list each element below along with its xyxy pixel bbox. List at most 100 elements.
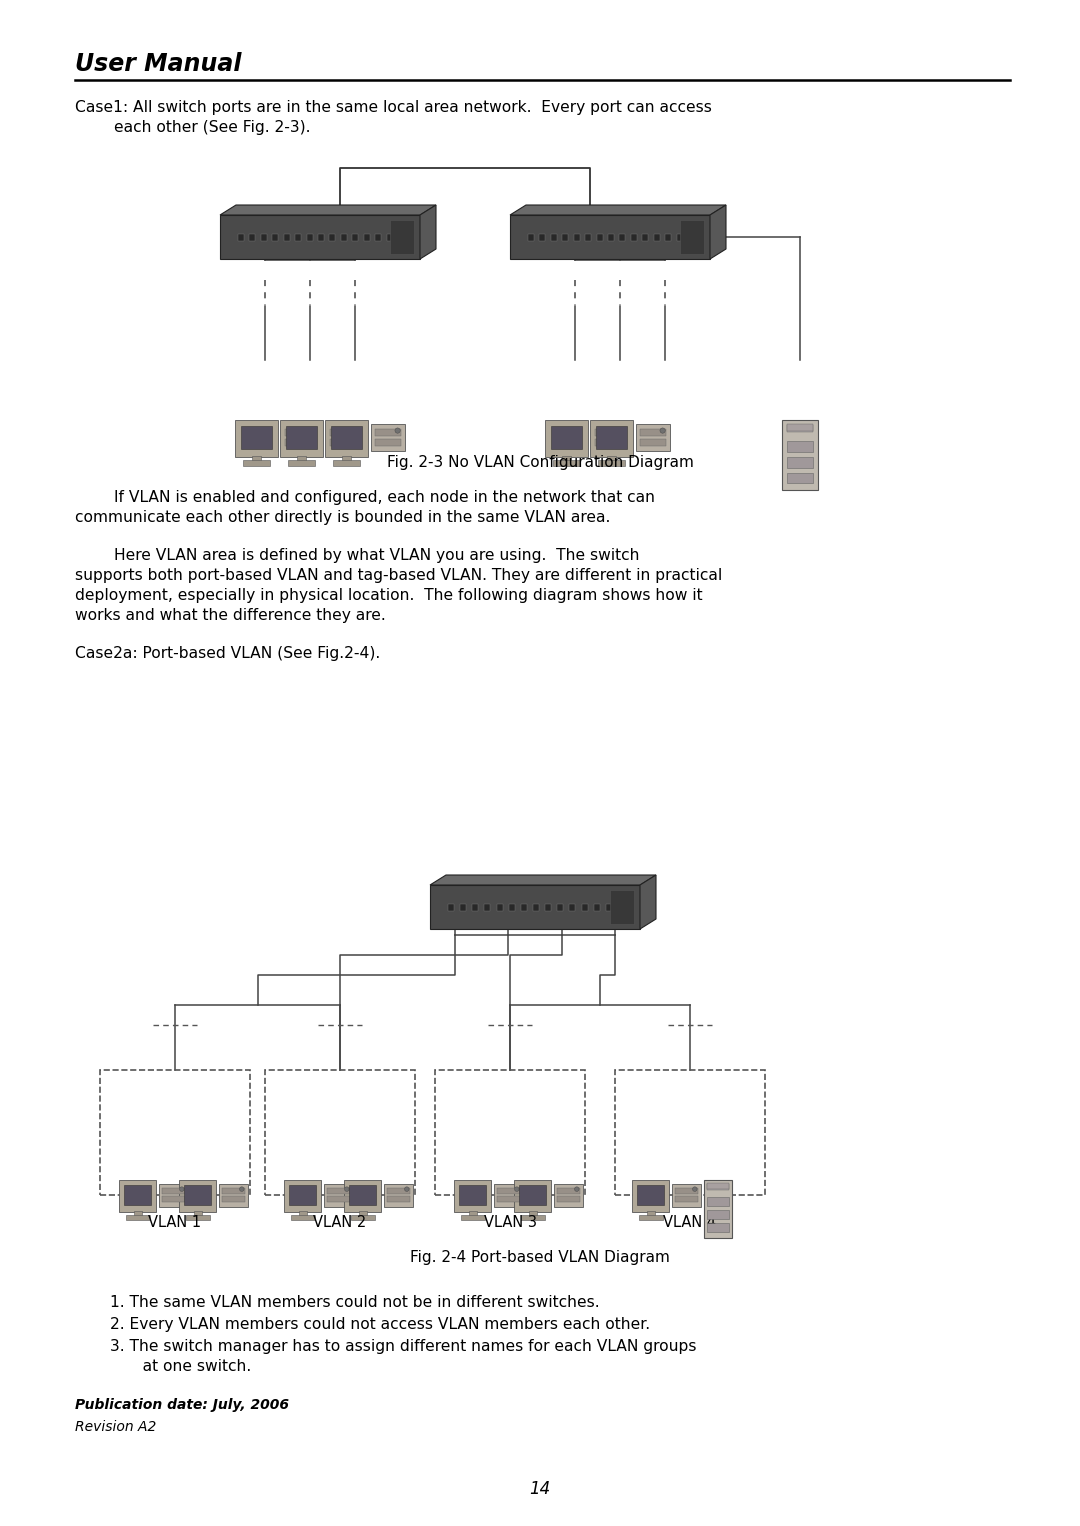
Polygon shape: [510, 215, 710, 259]
Bar: [261, 233, 267, 241]
Bar: [252, 456, 261, 461]
Bar: [448, 903, 454, 911]
Bar: [633, 1180, 669, 1212]
Bar: [387, 1196, 409, 1202]
Circle shape: [692, 1187, 697, 1192]
Bar: [497, 1187, 519, 1193]
Bar: [637, 1186, 664, 1206]
Bar: [327, 1196, 350, 1202]
Bar: [219, 1184, 248, 1207]
Bar: [359, 1212, 367, 1216]
Polygon shape: [510, 204, 726, 215]
Bar: [162, 1196, 185, 1202]
Bar: [497, 1196, 519, 1202]
Bar: [364, 233, 369, 241]
Bar: [707, 1210, 729, 1219]
Bar: [653, 233, 660, 241]
Bar: [569, 903, 576, 911]
Bar: [787, 456, 813, 467]
Bar: [639, 429, 666, 436]
Text: each other (See Fig. 2-3).: each other (See Fig. 2-3).: [75, 121, 311, 134]
Polygon shape: [220, 215, 420, 259]
Text: 2. Every VLAN members could not access VLAN members each other.: 2. Every VLAN members could not access V…: [110, 1317, 650, 1332]
Polygon shape: [430, 874, 656, 885]
Bar: [787, 426, 813, 432]
Bar: [124, 1186, 151, 1206]
Circle shape: [514, 1187, 519, 1192]
Bar: [455, 1180, 491, 1212]
Bar: [509, 903, 515, 911]
Bar: [594, 903, 599, 911]
Text: works and what the difference they are.: works and what the difference they are.: [75, 607, 386, 623]
Bar: [562, 456, 571, 461]
Bar: [326, 424, 360, 450]
Bar: [647, 1212, 654, 1216]
Bar: [521, 903, 527, 911]
Bar: [581, 903, 588, 911]
Bar: [372, 424, 405, 450]
Bar: [545, 903, 551, 911]
Text: User Manual: User Manual: [75, 52, 242, 76]
Bar: [461, 1215, 485, 1219]
Bar: [329, 439, 356, 446]
Bar: [297, 456, 307, 461]
Bar: [375, 233, 381, 241]
Text: communicate each other directly is bounded in the same VLAN area.: communicate each other directly is bound…: [75, 510, 610, 525]
Bar: [186, 1215, 210, 1219]
Bar: [351, 1215, 375, 1219]
Circle shape: [395, 427, 401, 433]
Text: Fig. 2-3 No VLAN Configuration Diagram: Fig. 2-3 No VLAN Configuration Diagram: [387, 455, 693, 470]
Bar: [318, 233, 324, 241]
Bar: [291, 1215, 314, 1219]
Bar: [636, 424, 670, 450]
Bar: [333, 461, 361, 465]
Bar: [120, 1180, 156, 1212]
Bar: [329, 429, 356, 436]
Bar: [573, 233, 580, 241]
Text: deployment, especially in physical location.  The following diagram shows how it: deployment, especially in physical locat…: [75, 588, 703, 603]
Bar: [787, 424, 813, 430]
Bar: [459, 1186, 486, 1206]
Bar: [607, 456, 617, 461]
Bar: [665, 233, 671, 241]
Bar: [285, 429, 311, 436]
Bar: [288, 461, 315, 465]
Text: VLAN 3: VLAN 3: [484, 1215, 537, 1230]
Bar: [553, 461, 580, 465]
Bar: [631, 233, 637, 241]
Polygon shape: [640, 874, 656, 929]
Bar: [595, 429, 621, 436]
Bar: [375, 429, 401, 436]
Bar: [249, 233, 256, 241]
Polygon shape: [420, 204, 436, 259]
Bar: [307, 233, 312, 241]
Bar: [222, 1196, 245, 1202]
Bar: [289, 1186, 316, 1206]
Bar: [675, 1187, 698, 1193]
Bar: [460, 903, 467, 911]
Text: VLAN 4: VLAN 4: [663, 1215, 716, 1230]
Bar: [281, 424, 314, 450]
Bar: [324, 1184, 353, 1207]
Bar: [184, 1186, 212, 1206]
Bar: [707, 1224, 729, 1231]
Bar: [345, 1180, 381, 1212]
Bar: [596, 233, 603, 241]
Bar: [494, 1184, 523, 1207]
Circle shape: [615, 427, 620, 433]
Bar: [643, 233, 648, 241]
Bar: [782, 420, 818, 490]
Bar: [551, 233, 557, 241]
Bar: [606, 903, 612, 911]
Bar: [272, 233, 279, 241]
Bar: [551, 426, 582, 449]
Bar: [485, 903, 490, 911]
Text: Case2a: Port-based VLAN (See Fig.2-4).: Case2a: Port-based VLAN (See Fig.2-4).: [75, 645, 380, 661]
Bar: [159, 1184, 188, 1207]
Bar: [595, 439, 621, 446]
Bar: [539, 233, 545, 241]
Bar: [238, 233, 244, 241]
Bar: [676, 233, 683, 241]
Bar: [787, 441, 813, 452]
Bar: [241, 426, 272, 449]
